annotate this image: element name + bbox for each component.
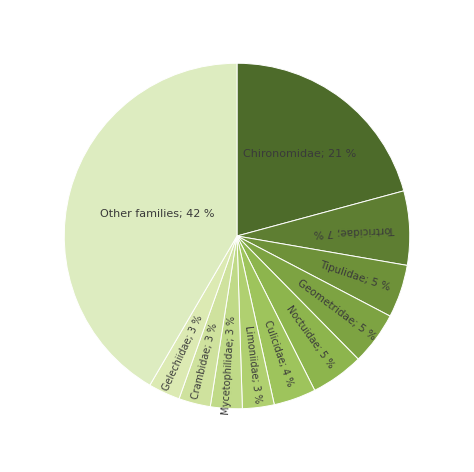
Text: Mycetophilidae; 3 %: Mycetophilidae; 3 %: [221, 316, 237, 415]
Wedge shape: [237, 191, 410, 265]
Text: Geometridae; 5 %: Geometridae; 5 %: [296, 278, 378, 342]
Text: Tortricidae; 7 %: Tortricidae; 7 %: [313, 224, 395, 237]
Wedge shape: [237, 236, 315, 405]
Text: Crambidae; 3 %: Crambidae; 3 %: [191, 322, 219, 401]
Wedge shape: [237, 236, 274, 409]
Text: Noctuidae; 5 %: Noctuidae; 5 %: [284, 304, 335, 370]
Wedge shape: [237, 63, 404, 236]
Wedge shape: [64, 63, 237, 385]
Wedge shape: [150, 236, 237, 399]
Text: Chironomidae; 21 %: Chironomidae; 21 %: [243, 149, 356, 159]
Text: Limoniidae; 3 %: Limoniidae; 3 %: [243, 325, 263, 404]
Wedge shape: [179, 236, 237, 407]
Text: Gelechiidae; 3 %: Gelechiidae; 3 %: [161, 314, 204, 393]
Text: Tipulidae; 5 %: Tipulidae; 5 %: [318, 259, 392, 293]
Wedge shape: [237, 236, 407, 316]
Wedge shape: [237, 236, 358, 390]
Wedge shape: [210, 236, 242, 409]
Text: Other families; 42 %: Other families; 42 %: [100, 209, 214, 219]
Wedge shape: [237, 236, 390, 359]
Text: Culicidae; 4 %: Culicidae; 4 %: [263, 319, 295, 388]
